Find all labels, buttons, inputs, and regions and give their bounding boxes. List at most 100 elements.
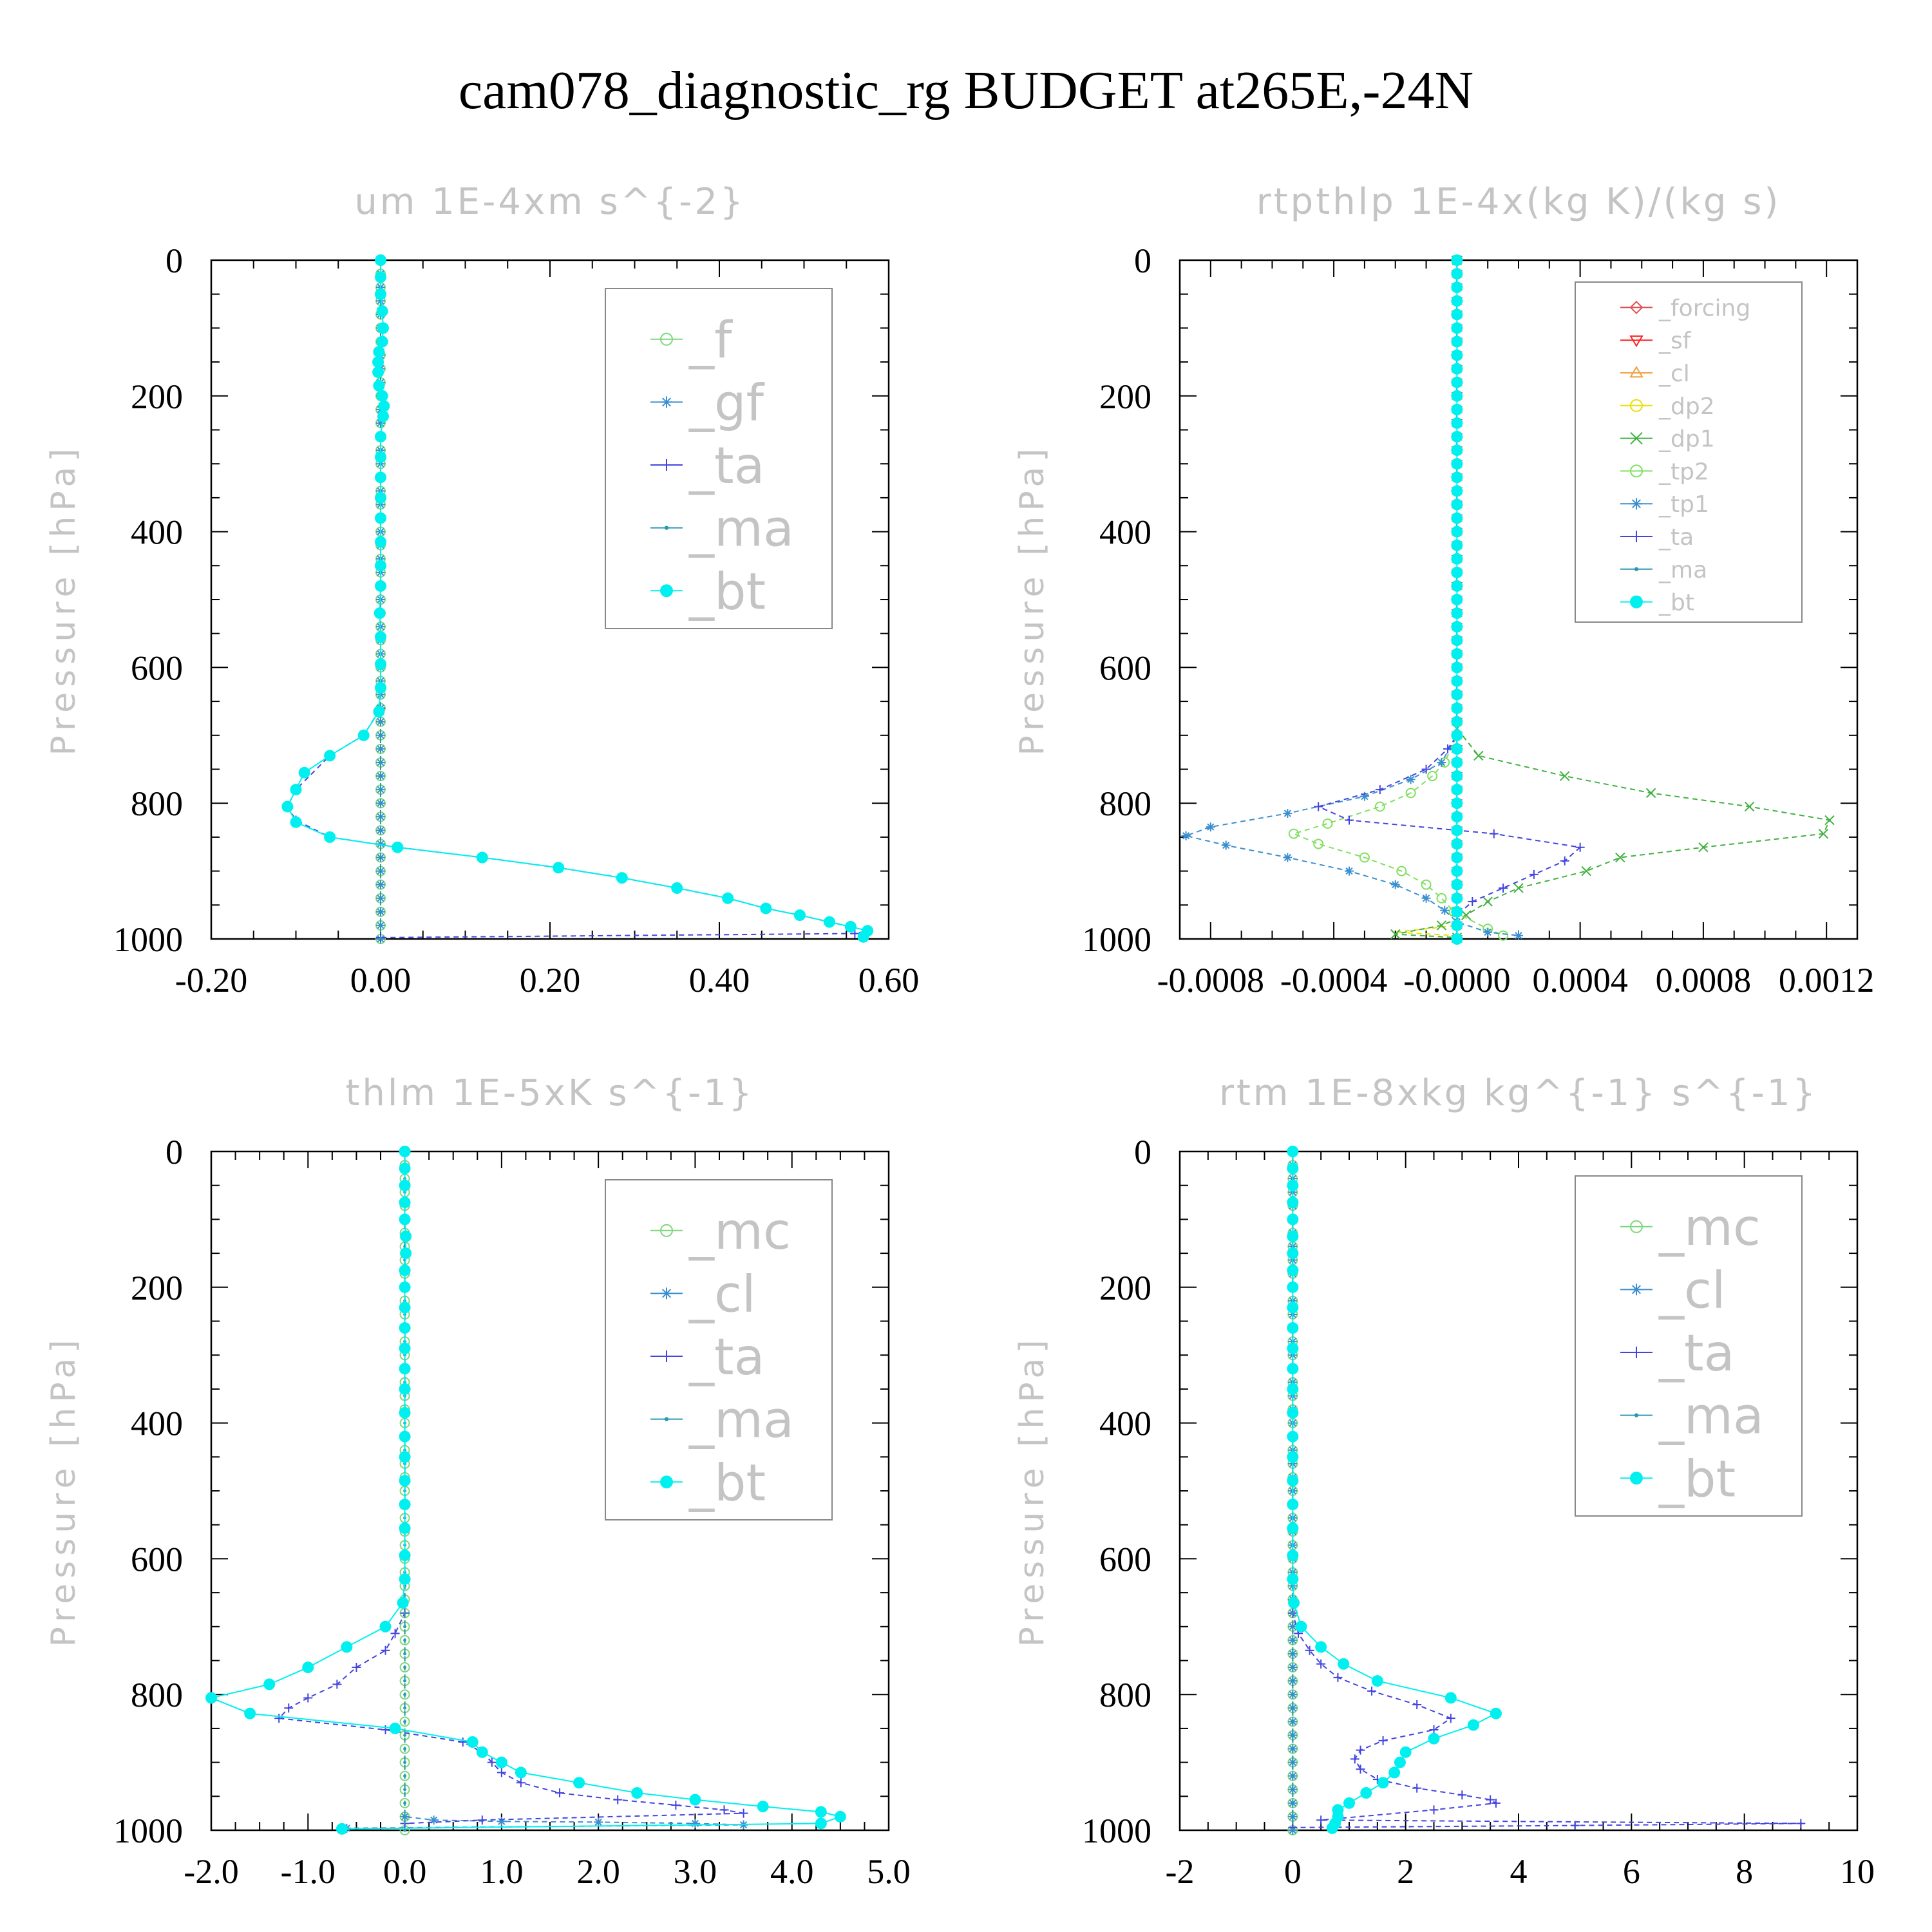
series-group [1287, 1146, 1806, 1835]
marker_ta [381, 1725, 390, 1735]
marker_tp1 [1283, 809, 1293, 819]
marker_bt [1451, 281, 1463, 294]
marker_bt [375, 630, 386, 643]
marker_bt [399, 1179, 411, 1191]
y-axis-label: Pressure [hPa] [1013, 444, 1052, 756]
legend-marker [1634, 567, 1639, 571]
marker_ta [274, 1714, 284, 1723]
marker_tp1 [1206, 822, 1215, 832]
marker_bt [373, 379, 385, 392]
marker_bt [375, 512, 386, 524]
y-tick-label: 800 [1099, 1676, 1151, 1714]
marker_bt [1451, 268, 1463, 280]
marker_bt [1287, 1499, 1299, 1511]
marker_ma [403, 1747, 407, 1750]
y-tick-label: 1000 [113, 1812, 183, 1850]
marker_dp1 [1581, 866, 1591, 876]
marker_bt [1451, 403, 1463, 415]
marker_bt [1451, 607, 1463, 620]
marker_bt [1295, 1620, 1307, 1633]
marker_bt [476, 1746, 488, 1758]
marker_bt [1467, 1719, 1479, 1731]
marker_bt [1287, 1430, 1299, 1443]
marker_ta [1491, 1798, 1501, 1808]
marker_ta [1486, 1795, 1495, 1804]
legend-marker [1630, 595, 1643, 609]
marker_bt [1451, 322, 1463, 334]
marker_ta [1457, 1790, 1467, 1800]
marker_bt [392, 841, 404, 853]
marker_bt [1451, 485, 1463, 497]
legend-label: _gf [688, 374, 765, 432]
marker_ta [303, 1693, 313, 1703]
y-tick-label: 400 [1099, 513, 1151, 552]
marker_bt [1451, 431, 1463, 443]
marker_ma [379, 720, 383, 724]
marker_bt [1451, 797, 1463, 810]
marker_ma [403, 1801, 407, 1805]
marker_bt [1287, 1264, 1299, 1276]
marker_tp1 [1283, 853, 1293, 862]
marker_bt [1451, 621, 1463, 633]
marker_ma [379, 788, 383, 791]
marker_bt [1428, 1732, 1440, 1745]
marker_bt [573, 1777, 585, 1789]
marker_bt [379, 1620, 392, 1633]
figure-title: cam078_diagnostic_rg BUDGET at265E,-24N [459, 61, 1473, 120]
marker_ma [1291, 1638, 1294, 1642]
marker_mc [399, 1689, 410, 1700]
marker_bt [375, 560, 386, 572]
marker_bt [1287, 1475, 1299, 1487]
marker_bt [1451, 376, 1463, 388]
marker_ta [671, 1801, 681, 1810]
marker_tp1 [1437, 757, 1446, 767]
marker_dp1 [1560, 771, 1570, 781]
marker_bt [1451, 878, 1463, 891]
marker_ta [1468, 897, 1477, 907]
series-line_ta [1292, 1151, 1801, 1828]
marker_ma [379, 937, 383, 941]
marker_bt [399, 1430, 411, 1443]
marker_ta [1529, 869, 1539, 879]
marker_tp1 [1514, 931, 1523, 940]
x-tick-label: 1.0 [480, 1852, 524, 1891]
marker_bt [375, 451, 386, 463]
marker_ta [1314, 802, 1323, 811]
marker_bt [1451, 743, 1463, 755]
marker_bt [341, 1641, 353, 1653]
marker_ma [379, 734, 383, 737]
marker_ta [1796, 1819, 1806, 1828]
marker_bt [631, 1787, 643, 1799]
marker_ma [403, 1706, 407, 1710]
marker_ta [613, 1795, 623, 1804]
marker_bt [1287, 1247, 1299, 1260]
legend-marker [1630, 464, 1643, 478]
marker_bt [1451, 349, 1463, 361]
marker_bt [1451, 675, 1463, 687]
marker_ma [403, 1638, 407, 1642]
marker_bt [1451, 580, 1463, 592]
marker_ma [403, 1652, 407, 1656]
marker_bt [1360, 1787, 1372, 1799]
legend-marker [1631, 531, 1642, 542]
marker_bt [376, 336, 388, 348]
marker_bt [1451, 905, 1463, 918]
legend-marker [660, 1475, 673, 1489]
x-tick-label: 4 [1510, 1852, 1528, 1891]
legend-box [1575, 281, 1803, 623]
marker_ma [403, 1719, 407, 1723]
marker_ta [1489, 829, 1499, 838]
x-tick-label: 5.0 [867, 1852, 911, 1891]
marker_bt [205, 1692, 217, 1704]
legend-marker [1629, 366, 1643, 378]
marker_ma [379, 883, 383, 887]
marker_ta [458, 1737, 468, 1747]
y-tick-label: 600 [1099, 649, 1151, 687]
marker_ta [739, 1808, 748, 1818]
y-tick-label: 800 [131, 1676, 183, 1714]
marker_ma [1291, 1761, 1294, 1765]
x-tick-label: -0.0004 [1280, 961, 1387, 999]
marker_bt [1399, 1746, 1412, 1758]
marker_bt [1451, 390, 1463, 402]
marker_bt [1451, 811, 1463, 823]
